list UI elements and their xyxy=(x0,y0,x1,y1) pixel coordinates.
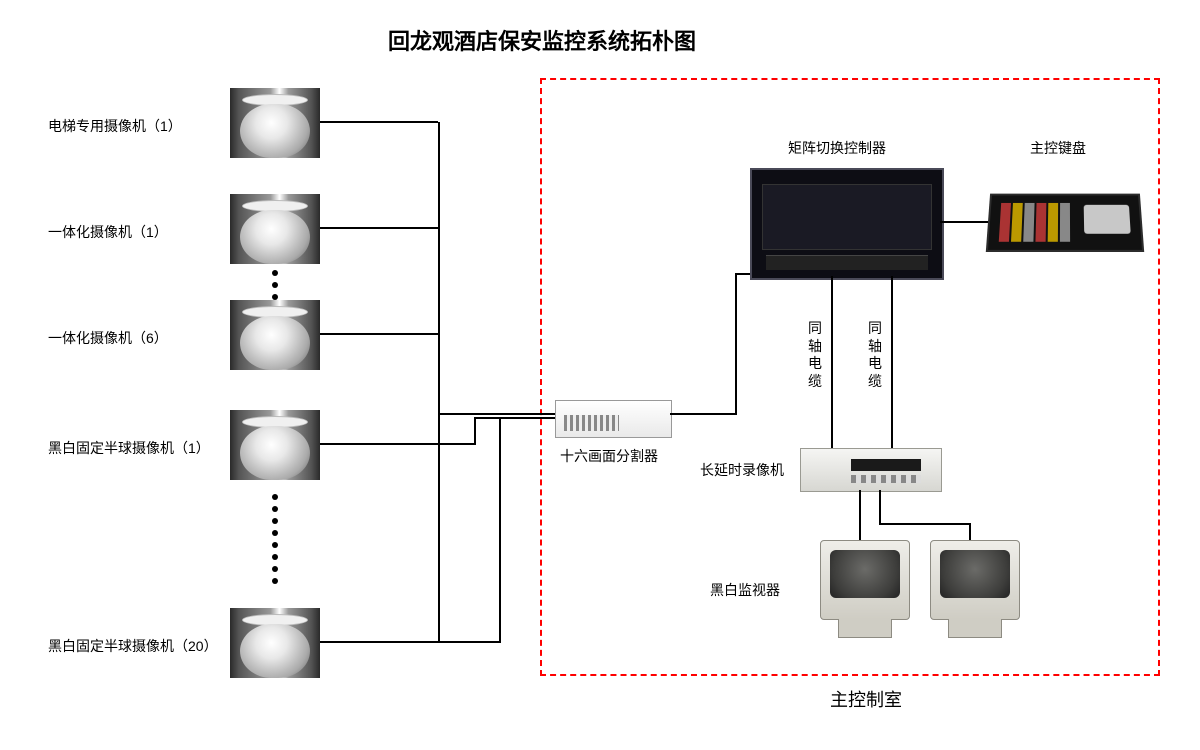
ellipsis-dots xyxy=(272,494,278,590)
camera-bus-line xyxy=(438,122,440,642)
vcr-device xyxy=(800,448,942,492)
matrix-switcher-device xyxy=(750,168,944,280)
monitor-label: 黑白监视器 xyxy=(710,580,780,600)
diagram-title: 回龙观酒店保安监控系统拓朴图 xyxy=(388,24,696,56)
dome-camera-icon xyxy=(230,194,320,264)
coax-cable-label: 同轴电缆 xyxy=(867,320,883,390)
dome-camera-icon xyxy=(230,88,320,158)
dome-camera-icon xyxy=(230,410,320,480)
camera-label: 一体化摄像机（6） xyxy=(48,328,168,348)
camera-label: 一体化摄像机（1） xyxy=(48,222,168,242)
camera-label: 黑白固定半球摄像机（20） xyxy=(48,636,218,656)
splitter-label: 十六画面分割器 xyxy=(560,446,658,466)
ellipsis-dots xyxy=(272,270,278,306)
dome-camera-icon xyxy=(230,300,320,370)
control-room-label: 主控制室 xyxy=(830,686,902,712)
crt-monitor-icon xyxy=(930,540,1020,638)
vcr-label: 长延时录像机 xyxy=(700,460,784,480)
camera-label: 黑白固定半球摄像机（1） xyxy=(48,438,210,458)
keyboard-device xyxy=(986,194,1144,252)
keyboard-label: 主控键盘 xyxy=(1030,138,1086,158)
dome-camera-icon xyxy=(230,608,320,678)
coax-cable-label: 同轴电缆 xyxy=(807,320,823,390)
crt-monitor-icon xyxy=(820,540,910,638)
splitter-device xyxy=(555,400,672,438)
camera-label: 电梯专用摄像机（1） xyxy=(48,116,182,136)
matrix-switcher-label: 矩阵切换控制器 xyxy=(788,138,886,158)
